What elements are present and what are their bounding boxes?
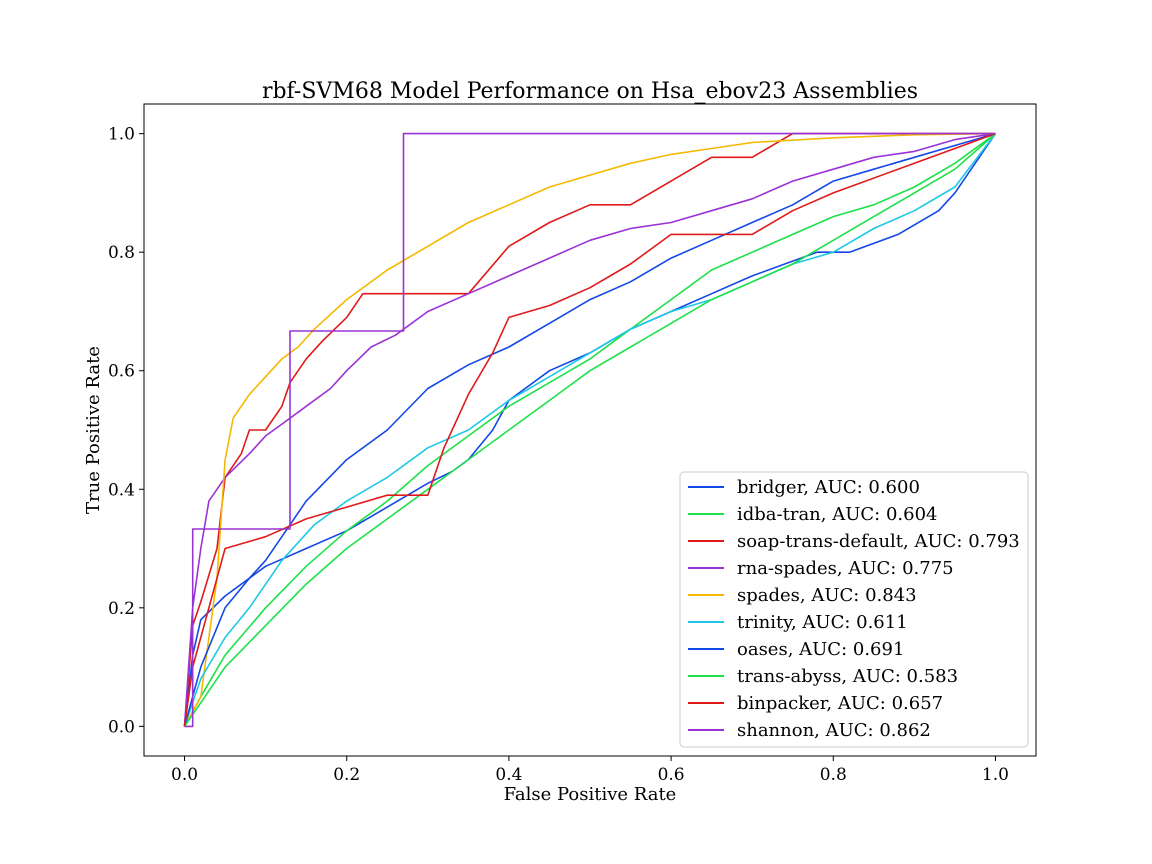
series-line-4 [183,132,996,727]
x-tick-label: 0.2 [333,765,360,785]
legend-label: soap-trans-default, AUC: 0.793 [737,531,1020,552]
series-lines [183,132,997,728]
y-axis-label: True Positive Rate [83,346,104,514]
x-tick-label: 1.0 [982,765,1009,785]
series-line-7 [183,132,997,727]
series-line-8 [183,132,996,727]
series-line-3 [183,132,996,727]
legend-label: binpacker, AUC: 0.657 [737,693,943,714]
series-line-6 [183,132,996,727]
legend: bridger, AUC: 0.600 idba-tran, AUC: 0.604… [679,471,1029,748]
y-axis: 0.0 0.2 0.4 0.6 0.8 1.0 [108,125,144,737]
series-line-9 [184,132,996,728]
legend-label: oases, AUC: 0.691 [737,639,904,660]
x-axis: 0.0 0.2 0.4 0.6 0.8 1.0 [171,756,1009,785]
series-line-1 [183,132,996,727]
chart-title: rbf-SVM68 Model Performance on Hsa_ebov2… [262,79,918,104]
legend-label: trans-abyss, AUC: 0.583 [737,666,958,687]
legend-label: shannon, AUC: 0.862 [737,720,931,741]
legend-label: idba-tran, AUC: 0.604 [737,504,937,525]
y-tick-label: 0.8 [108,243,135,263]
x-axis-label: False Positive Rate [504,784,677,805]
y-tick-label: 0.6 [108,362,135,382]
y-tick-label: 0.4 [108,480,135,500]
legend-label: rna-spades, AUC: 0.775 [737,558,954,579]
y-tick-label: 1.0 [108,125,135,145]
legend-box [679,471,1029,748]
plot-area [143,103,1037,757]
legend-label: trinity, AUC: 0.611 [737,612,908,633]
series-line-5 [183,133,997,727]
x-tick-label: 0.4 [495,765,522,785]
series-line-2 [183,132,996,727]
legend-label: bridger, AUC: 0.600 [737,477,920,498]
x-tick-label: 0.6 [658,765,685,785]
y-tick-label: 0.2 [108,599,135,619]
y-tick-label: 0.0 [108,717,135,737]
x-tick-label: 0.0 [171,765,198,785]
legend-label: spades, AUC: 0.843 [737,585,917,606]
x-tick-label: 0.8 [820,765,847,785]
